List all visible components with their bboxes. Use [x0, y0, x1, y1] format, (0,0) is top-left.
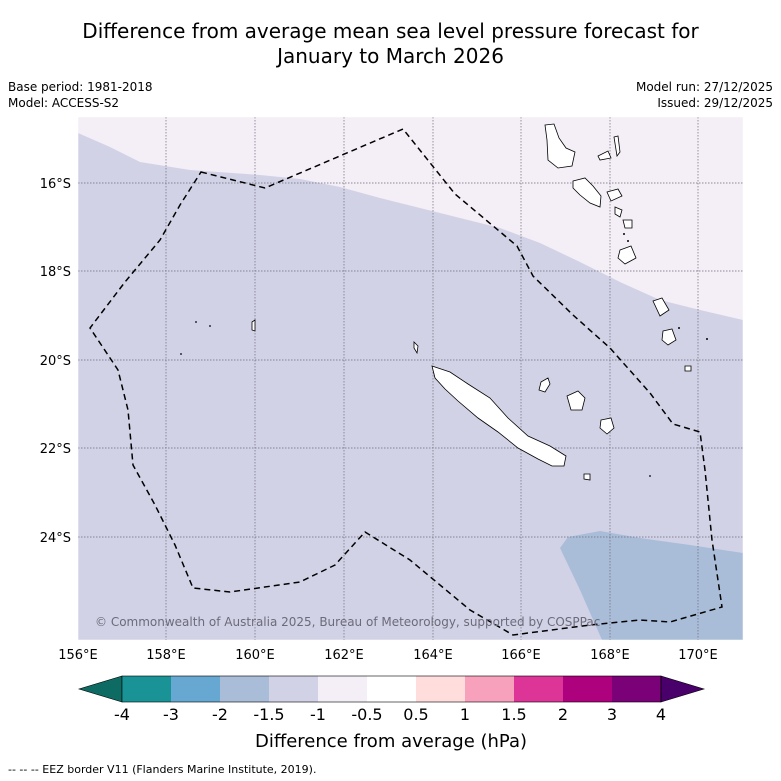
- colorbar: [77, 675, 706, 703]
- island-east-2: [661, 328, 677, 346]
- lon-label: 158°E: [146, 648, 186, 663]
- colorbar-box: [220, 676, 269, 702]
- issued-date: Issued: 29/12/2025: [657, 96, 773, 110]
- colorbar-box: [367, 676, 416, 702]
- colorbar-tick-label: 0.5: [403, 705, 428, 724]
- mare-island: [599, 417, 615, 435]
- lat-labels: 16°S 18°S 20°S 22°S 24°S: [40, 177, 71, 546]
- lon-label: 160°E: [235, 648, 275, 663]
- colorbar-frame: [121, 675, 662, 703]
- lat-label: 20°S: [40, 354, 71, 369]
- chesterfield-reef: [251, 319, 256, 332]
- colorbar-tick-label: -2: [212, 705, 228, 724]
- colorbar-label: Difference from average (hPa): [255, 731, 527, 752]
- pentecost-island: [597, 150, 612, 161]
- map-frame: [77, 116, 744, 641]
- footnote: -- -- -- EEZ border V11 (Flanders Marine…: [8, 763, 317, 776]
- lon-label: 164°E: [413, 648, 453, 663]
- ile-des-pins: [583, 473, 591, 481]
- colorbar-tick-label: -0.5: [351, 705, 382, 724]
- lat-label: 24°S: [40, 531, 71, 546]
- lat-label: 16°S: [40, 177, 71, 192]
- colorbar-tick-label: -3: [163, 705, 179, 724]
- lon-label: 170°E: [678, 648, 718, 663]
- epi-island: [614, 206, 623, 218]
- colorbar-box: [563, 676, 612, 702]
- lon-label: 168°E: [590, 648, 630, 663]
- colorbar-tick-label: 3: [607, 705, 617, 724]
- colorbar-box: [514, 676, 563, 702]
- colorbar-box: [465, 676, 514, 702]
- meta-left: Base period: 1981-2018 Model: ACCESS-S2: [8, 79, 153, 111]
- colorbar-tick-label: -1.5: [253, 705, 284, 724]
- espiritu-santo-island: [544, 123, 576, 169]
- colorbar-tick-label: 1: [460, 705, 470, 724]
- gridlines: [78, 117, 743, 640]
- lon-label: 162°E: [324, 648, 364, 663]
- copyright-text: © Commonwealth of Australia 2025, Bureau…: [95, 615, 600, 629]
- lifou-island: [566, 390, 586, 411]
- lon-label: 156°E: [58, 648, 98, 663]
- colorbar-box: [269, 676, 318, 702]
- meta-right: Model run: 27/12/2025 Issued: 29/12/2025: [636, 79, 773, 111]
- colorbar-box: [122, 676, 171, 702]
- belep-islands: [413, 341, 419, 355]
- map-panel: [78, 117, 743, 640]
- model-run: Model run: 27/12/2025: [635, 80, 773, 94]
- base-period: Base period: 1981-2018: [8, 80, 153, 94]
- malakula-island: [572, 177, 602, 208]
- new-caledonia-island: [431, 365, 567, 467]
- chart-title: Difference from average mean sea level p…: [0, 19, 781, 69]
- lon-labels: 156°E 158°E 160°E 162°E 164°E 166°E 168°…: [58, 648, 718, 663]
- colorbar-ticks: -4 -3 -2 -1.5 -1 -0.5 0.5 1 1.5 2 3 4: [114, 705, 666, 724]
- colorbar-box: [171, 676, 220, 702]
- colorbar-tick-label: -4: [114, 705, 130, 724]
- lat-label: 18°S: [40, 265, 71, 280]
- colorbar-extend-low: [77, 675, 123, 703]
- colorbar-tick-label: -1: [310, 705, 326, 724]
- colorbar-tick-label: 1.5: [501, 705, 526, 724]
- colorbar-box: [416, 676, 465, 702]
- colorbar-box: [318, 676, 367, 702]
- band-medium: [78, 133, 743, 640]
- colorbar-tick-label: 4: [656, 705, 666, 724]
- model-name: Model: ACCESS-S2: [8, 96, 120, 110]
- title-line-2: January to March 2026: [277, 44, 504, 68]
- efate-island: [622, 219, 633, 229]
- ouvea-island: [538, 377, 551, 393]
- colorbar-tick-label: 2: [558, 705, 568, 724]
- eez-border: [89, 128, 723, 636]
- ambrym-island: [606, 188, 623, 202]
- band-dark: [560, 531, 743, 640]
- lat-label: 22°S: [40, 442, 71, 457]
- erromango-island: [617, 245, 637, 265]
- title-line-1: Difference from average mean sea level p…: [82, 19, 699, 43]
- lon-label: 166°E: [501, 648, 541, 663]
- maewo-island: [613, 135, 621, 157]
- colorbar-extend-high: [660, 675, 706, 703]
- island-east-1: [652, 297, 670, 317]
- colorbar-box: [612, 676, 661, 702]
- island-east-3: [684, 365, 692, 372]
